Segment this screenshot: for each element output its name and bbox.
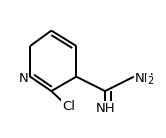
Text: NH: NH xyxy=(95,102,115,115)
Text: N: N xyxy=(19,72,28,85)
Text: NH: NH xyxy=(135,72,155,85)
Text: Cl: Cl xyxy=(62,100,75,113)
Text: 2: 2 xyxy=(147,76,153,86)
